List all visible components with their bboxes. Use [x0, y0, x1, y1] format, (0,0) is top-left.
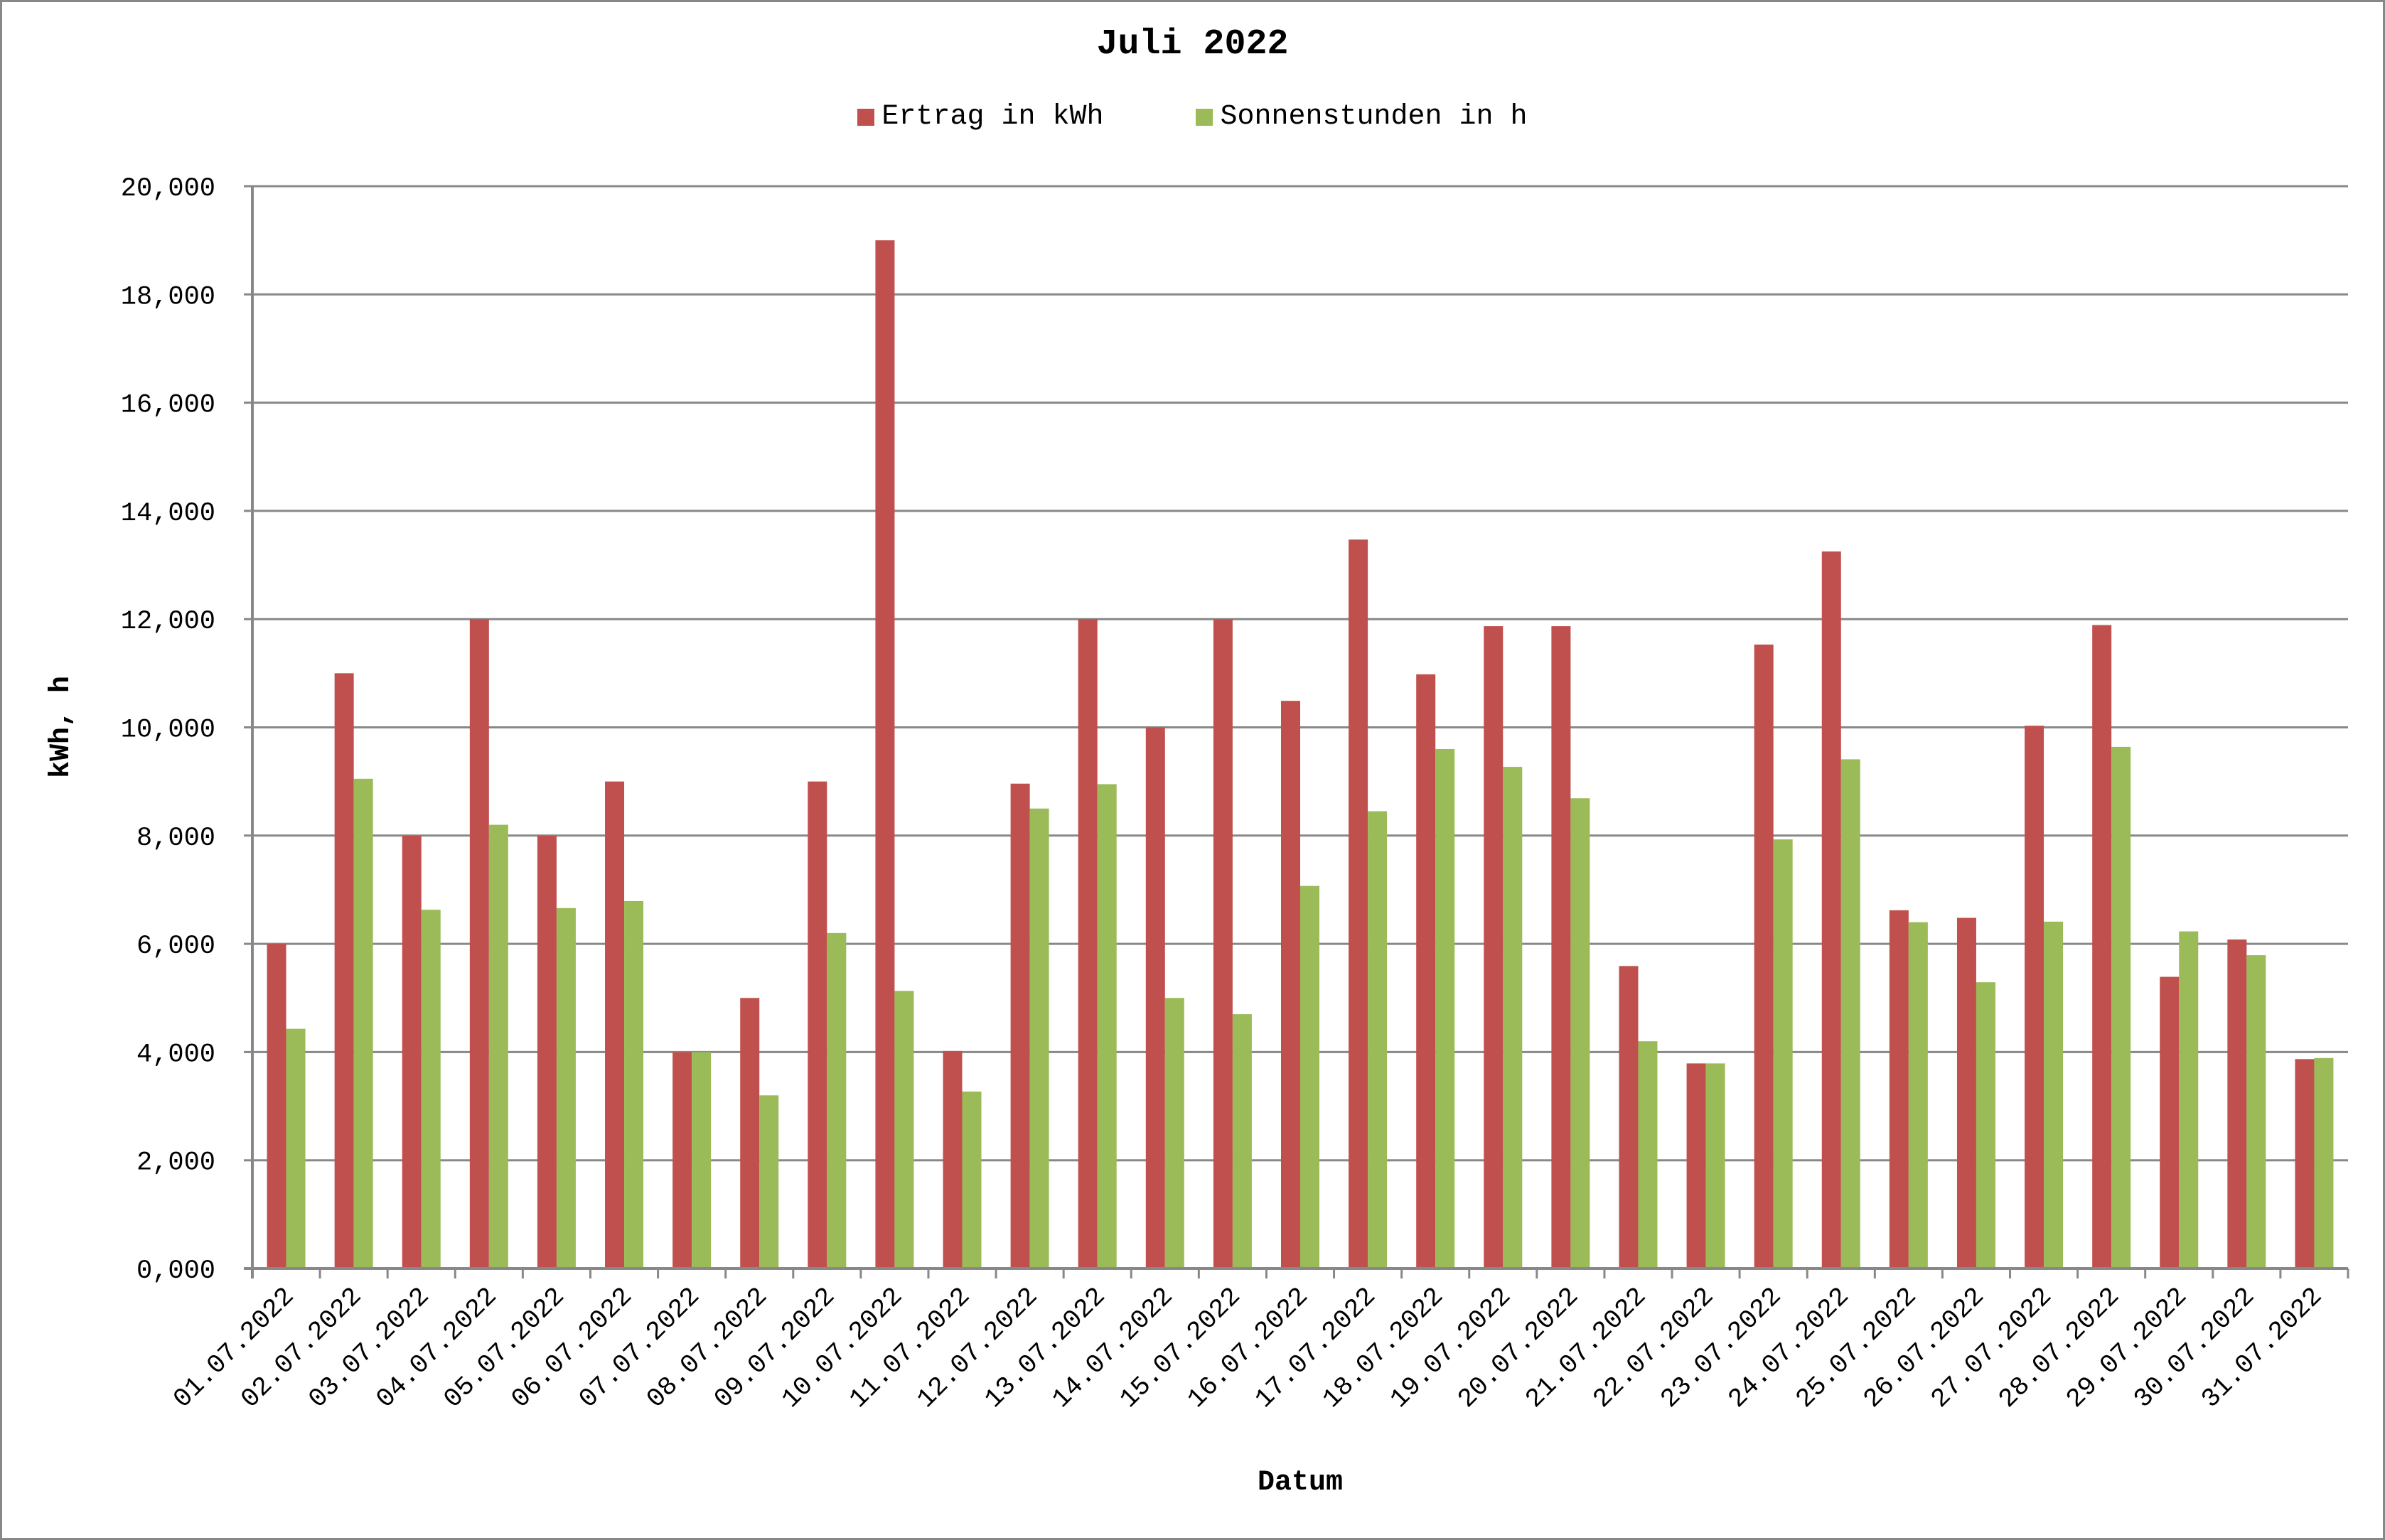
x-axis-title: Datum	[1258, 1467, 1343, 1499]
y-tick-label: 12,000	[121, 607, 215, 637]
bar-sonnenstunden	[1232, 1014, 1252, 1269]
bar-ertrag	[1349, 539, 1368, 1269]
bar-sonnenstunden	[1638, 1041, 1658, 1269]
bar-sonnenstunden	[1570, 798, 1590, 1269]
legend-label-ertrag: Ertrag in kWh	[881, 101, 1104, 133]
bar-sonnenstunden	[894, 991, 914, 1269]
bar-ertrag	[1551, 626, 1571, 1269]
bar-ertrag	[1078, 619, 1098, 1269]
bar-ertrag	[469, 619, 489, 1269]
y-tick-label: 14,000	[121, 499, 215, 529]
y-tick-label: 20,000	[121, 174, 215, 204]
bar-ertrag	[402, 835, 422, 1269]
y-tick-label: 10,000	[121, 716, 215, 745]
bar-ertrag	[2227, 939, 2247, 1269]
bar-ertrag	[2160, 976, 2180, 1269]
bar-ertrag	[1821, 551, 1841, 1269]
legend-item-sonnenstunden: Sonnenstunden in h	[1196, 101, 1528, 133]
bar-ertrag	[740, 998, 760, 1269]
bar-sonnenstunden	[2111, 746, 2131, 1269]
bar-ertrag	[1281, 701, 1300, 1269]
bar-ertrag	[334, 673, 354, 1269]
bar-sonnenstunden	[1097, 784, 1117, 1269]
y-tick-label: 16,000	[121, 391, 215, 421]
bar-sonnenstunden	[2314, 1057, 2334, 1269]
y-tick-label: 0,000	[136, 1256, 215, 1286]
bar-sonnenstunden	[1435, 748, 1455, 1269]
bar-ertrag	[1619, 966, 1639, 1269]
bar-sonnenstunden	[759, 1095, 779, 1269]
y-tick-label: 18,000	[121, 282, 215, 312]
y-tick-label: 6,000	[136, 932, 215, 962]
bar-sonnenstunden	[1300, 885, 1319, 1269]
bars	[267, 240, 2334, 1269]
bar-ertrag	[1754, 644, 1774, 1269]
chart-title: Juli 2022	[1096, 24, 1289, 65]
bar-ertrag	[605, 781, 625, 1269]
bar-sonnenstunden	[1368, 811, 1388, 1269]
bar-ertrag	[943, 1050, 963, 1269]
legend-swatch-ertrag	[857, 108, 875, 126]
legend-label-sonnenstunden: Sonnenstunden in h	[1220, 101, 1528, 133]
legend-item-ertrag: Ertrag in kWh	[857, 101, 1103, 133]
y-tick-label: 4,000	[136, 1040, 215, 1070]
bar-ertrag	[1010, 783, 1030, 1269]
bar-ertrag	[672, 1052, 692, 1269]
y-tick-label: 2,000	[136, 1148, 215, 1178]
y-tick-label: 8,000	[136, 824, 215, 854]
bar-sonnenstunden	[2246, 955, 2266, 1269]
x-tick-label: 31.07.2022	[2196, 1282, 2329, 1415]
bar-sonnenstunden	[1840, 759, 1860, 1269]
bar-sonnenstunden	[1029, 808, 1049, 1269]
bar-ertrag	[267, 944, 286, 1269]
bar-sonnenstunden	[556, 908, 576, 1269]
legend-swatch-sonnenstunden	[1196, 108, 1213, 126]
bar-ertrag	[1484, 626, 1504, 1269]
bar-sonnenstunden	[1705, 1063, 1725, 1269]
bar-sonnenstunden	[286, 1028, 306, 1269]
bar-sonnenstunden	[1908, 922, 1928, 1269]
bar-ertrag	[808, 781, 827, 1269]
axes	[244, 186, 2349, 1278]
y-axis-tick-labels: 0,000 2,000 4,000 6,000 8,000 10,000 12,000 14,…	[121, 174, 215, 1286]
y-axis-title: kWh, h	[45, 676, 77, 778]
bar-sonnenstunden	[1976, 982, 1995, 1269]
bar-ertrag	[1213, 619, 1233, 1269]
bar-ertrag	[1686, 1063, 1706, 1269]
bar-ertrag	[1889, 910, 1909, 1269]
bar-sonnenstunden	[692, 1052, 712, 1269]
bar-sonnenstunden	[1164, 998, 1184, 1269]
x-axis-tick-labels: 01.07.202202.07.202203.07.202204.07.2022…	[168, 1282, 2329, 1415]
bar-ertrag	[1145, 727, 1165, 1269]
bar-sonnenstunden	[2044, 921, 2064, 1269]
bar-sonnenstunden	[827, 932, 847, 1269]
bar-sonnenstunden	[962, 1091, 982, 1269]
bar-ertrag	[875, 240, 895, 1269]
bar-sonnenstunden	[421, 910, 441, 1269]
chart-legend: Ertrag in kWh Sonnenstunden in h	[0, 101, 2385, 133]
bar-ertrag	[2295, 1059, 2315, 1269]
bar-ertrag	[2025, 726, 2044, 1269]
bar-sonnenstunden	[488, 824, 508, 1269]
bar-ertrag	[1956, 917, 1976, 1269]
bar-ertrag	[537, 835, 557, 1269]
bar-sonnenstunden	[1503, 767, 1523, 1269]
bar-sonnenstunden	[2179, 931, 2199, 1269]
bar-ertrag	[1416, 674, 1436, 1269]
bar-sonnenstunden	[1773, 839, 1793, 1269]
bar-sonnenstunden	[624, 900, 644, 1269]
bar-ertrag	[2092, 625, 2112, 1269]
bar-sonnenstunden	[353, 778, 373, 1269]
